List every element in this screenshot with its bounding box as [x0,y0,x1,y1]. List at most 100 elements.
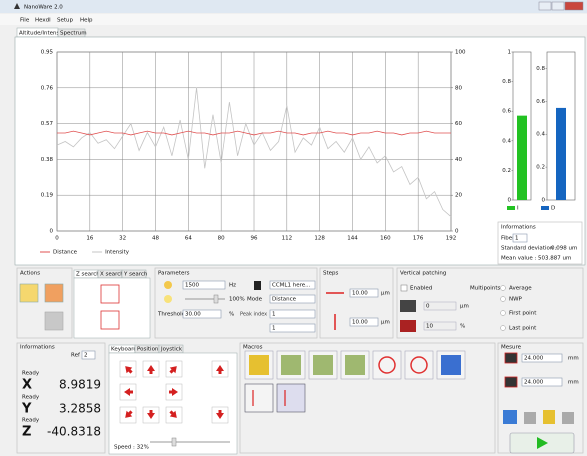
y-tick-label: 0 [50,229,54,235]
radio[interactable] [500,310,506,316]
mode-value[interactable]: Distance [272,297,297,303]
tab-label[interactable]: Spectrum [60,31,87,37]
menu-item[interactable]: File [20,18,30,24]
percent-input[interactable] [423,321,457,331]
frequency-input[interactable] [182,280,226,290]
tab-label[interactable]: X search [100,272,124,278]
tab-label[interactable]: Y search [123,272,148,278]
y-tick-label: 0.6 [502,109,511,115]
x-tick-label: 0 [55,236,59,242]
x-tick-label: 48 [152,236,159,242]
peak-value[interactable]: 1 [272,312,276,318]
checkbox-label[interactable]: Enabled [410,286,432,292]
checkbox[interactable] [400,284,408,292]
y-tick-label: 0.76 [41,85,54,91]
radio-label[interactable]: Average [509,286,532,292]
group-title: Informations [20,345,55,351]
y2-tick-label: 100 [455,50,466,56]
offset-value[interactable]: 0 [426,304,430,310]
macro-button[interactable] [372,350,402,380]
axis-value: -40.8318 [47,425,101,439]
x-tick-label: 128 [314,236,325,242]
legend-label: I [517,206,519,212]
group-title: Vertical patching [400,271,446,277]
radio[interactable] [500,296,506,302]
x-tick-label: 192 [446,236,457,242]
macro-button[interactable] [244,383,274,413]
frequency-icon [164,281,172,289]
tab-label[interactable]: Position [137,347,159,353]
tool-button[interactable] [543,410,555,424]
x-tick-label: 16 [86,236,93,242]
step-value[interactable]: 10.00 [352,320,368,326]
peak-value[interactable]: 1 [272,326,276,332]
legend-label: Intensity [105,250,130,256]
menu-item[interactable]: Setup [57,18,74,24]
fiber-value[interactable]: 1 [515,236,519,242]
macro-icon [410,356,428,374]
mesure-input[interactable] [521,377,563,387]
action-button[interactable] [44,283,64,303]
tab-label[interactable]: Z search [76,272,100,278]
offset-input[interactable] [423,301,457,311]
std-value: 0.098 um [551,246,577,252]
label: Threshold [157,312,185,318]
sensor-select[interactable] [269,280,316,290]
sensor-value[interactable]: CCML1 here... [272,283,311,289]
tab-label[interactable]: Joystick [160,347,183,353]
peak-input[interactable] [269,309,316,319]
radio-label[interactable]: NWP [509,297,523,303]
action-button[interactable] [19,283,39,303]
fiber-select[interactable] [512,233,528,243]
label: Mean value : [501,256,537,262]
unit: Hz [229,283,236,289]
tool-button[interactable] [524,412,536,424]
mode-select[interactable] [269,294,316,304]
macro-button[interactable] [404,350,434,380]
close-button[interactable] [564,1,584,11]
group-title: Parameters [158,271,190,277]
x-tick-label: 112 [282,236,293,242]
tab-label[interactable]: Keyboard [111,347,137,353]
tool-button[interactable] [503,410,517,424]
threshold-value[interactable]: 30.00 [185,312,201,318]
save-button[interactable] [44,311,64,331]
y2-tick-label: 80 [455,85,462,91]
maximize-button[interactable] [551,1,565,11]
axis-status: Ready [22,395,40,401]
menu-item[interactable]: Help [80,18,93,24]
play-icon[interactable] [537,437,548,449]
radio[interactable] [500,285,506,291]
peak-input[interactable] [269,323,316,333]
arrow-icon [169,410,177,418]
patch-icon [400,320,416,332]
ref-value[interactable]: 2 [84,353,88,359]
mesure-input[interactable] [521,353,563,363]
radio-label[interactable]: Last point [509,326,537,332]
z-search-button[interactable] [100,310,120,330]
patch-icon [400,300,416,312]
menu-item[interactable]: Hexdl [35,18,51,24]
y-tick-label: 0.38 [41,157,54,163]
step-value[interactable]: 10.00 [352,291,368,297]
macro-button[interactable] [276,383,306,413]
slider-thumb[interactable] [171,437,177,447]
unit: µm [460,304,469,310]
step-input[interactable] [349,288,379,298]
z-search-button[interactable] [100,284,120,304]
mesure-value[interactable]: 24.000 [524,380,544,386]
slider-thumb[interactable] [213,294,219,304]
y2-tick-label: 0 [455,229,459,235]
tab-label[interactable]: Altitude/Intensity [19,31,67,37]
step-input[interactable] [349,317,379,327]
tool-button[interactable] [562,412,574,424]
mesure-value[interactable]: 24.000 [524,356,544,362]
radio-label[interactable]: First point [509,311,537,317]
minimize-button[interactable] [538,1,552,11]
ref-select[interactable] [81,350,96,360]
frequency-value[interactable]: 1500 [185,283,199,289]
percent-value[interactable]: 10 [426,324,433,330]
radio[interactable] [500,325,506,331]
threshold-input[interactable] [182,309,222,319]
